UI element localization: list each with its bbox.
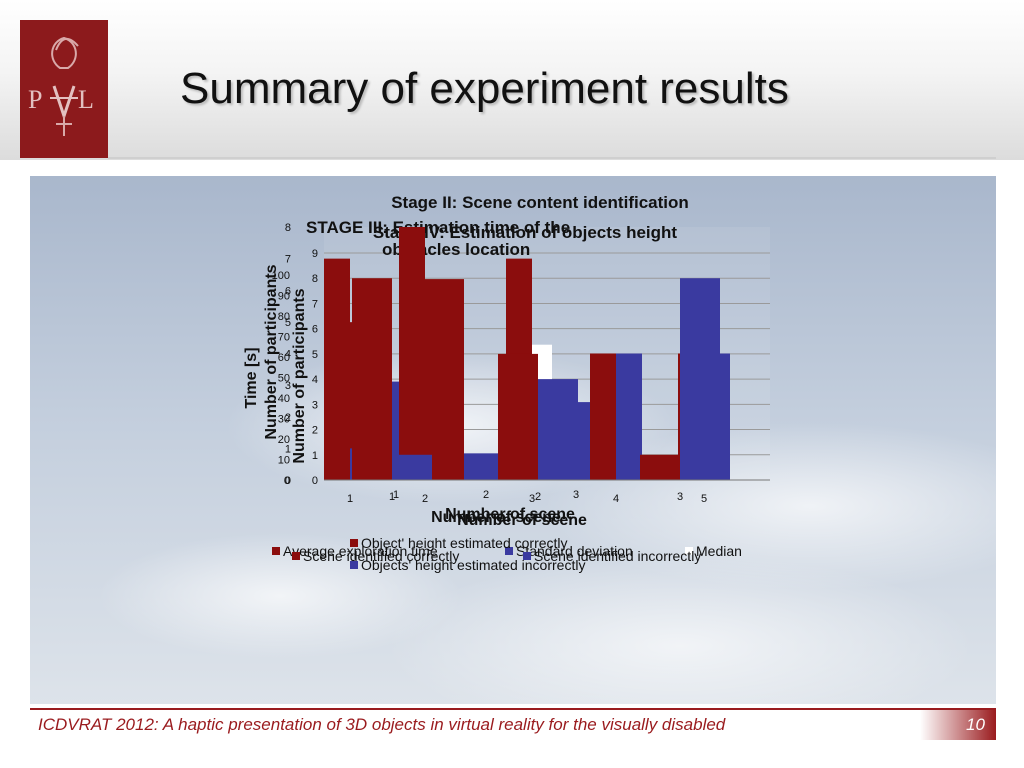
legend-label: Median — [696, 543, 742, 559]
y-tick-label: 7 — [312, 298, 318, 310]
y-tick-label: 10 — [278, 455, 290, 467]
legend-label: Scene identified incorrectly — [534, 548, 701, 564]
legends: Average exploration time Standard deviati… — [272, 535, 742, 573]
bar — [498, 353, 538, 480]
x-tick-label: 1 — [389, 491, 395, 503]
y-tick-labels: 0102030405060708090100012345678012345678… — [272, 222, 318, 487]
bar — [680, 278, 720, 480]
y-tick-label: 80 — [278, 311, 290, 323]
bar — [538, 379, 578, 480]
legend-swatch — [272, 547, 280, 555]
pl-university-logo-icon: P L — [20, 20, 108, 158]
legend-label: Scene identified correctly — [303, 548, 459, 564]
legend-label: Standard deviation — [516, 543, 633, 559]
y-tick-label: 2 — [312, 425, 318, 437]
footer-divider — [30, 708, 996, 710]
y-tick-label: 0 — [285, 475, 291, 487]
y-tick-label: 0 — [284, 475, 290, 487]
legend-label: Objects' height estimated incorrectly — [361, 557, 585, 573]
bar — [640, 454, 680, 480]
y-tick-label: 70 — [278, 332, 290, 344]
footer-accent — [920, 710, 996, 740]
x-axis-label-stage4: Number of scene — [445, 506, 575, 523]
y-tick-label: 3 — [285, 380, 291, 392]
y-tick-label: 100 — [272, 270, 290, 282]
slide-title: Summary of experiment results — [180, 64, 789, 113]
footer-text: ICDVRAT 2012: A haptic presentation of 3… — [38, 715, 726, 734]
y-tick-label: 2 — [285, 412, 291, 424]
y-axis-label-stage2: Number of participants — [263, 264, 280, 439]
svg-text:P: P — [28, 85, 42, 114]
x-tick-label: 1 — [347, 493, 353, 505]
y-tick-label: 4 — [312, 374, 318, 386]
y-axis-label-stage3: Time [s] — [243, 347, 260, 408]
x-tick-label: 3 — [677, 491, 683, 503]
y-tick-label: 9 — [312, 248, 318, 260]
x-tick-label: 1 — [393, 489, 399, 501]
y-tick-label: 50 — [278, 373, 290, 385]
legend-swatch — [685, 547, 693, 555]
y-tick-label: 8 — [285, 222, 291, 234]
page-number: 10 — [966, 715, 985, 734]
title-divider — [108, 157, 996, 159]
bars — [324, 227, 770, 481]
y-tick-label: 5 — [312, 349, 318, 361]
y-tick-label: 8 — [312, 273, 318, 285]
legend-swatch — [350, 539, 358, 547]
x-tick-label: 3 — [573, 489, 579, 501]
y-tick-label: 3 — [312, 399, 318, 411]
y-tick-label: 40 — [278, 393, 290, 405]
y-tick-label: 6 — [312, 324, 318, 336]
logo-emblem: P L — [28, 36, 94, 136]
legend-swatch — [523, 552, 531, 560]
chart-title-stage4: Stage IV: Estimation of objects height — [373, 223, 677, 242]
y-tick-label: 60 — [278, 352, 290, 364]
x-tick-label: 5 — [701, 493, 707, 505]
legend-swatch — [505, 547, 513, 555]
x-tick-label: 3 — [529, 493, 535, 505]
bar — [616, 353, 642, 480]
y-tick-label: 6 — [285, 285, 291, 297]
bar — [352, 278, 392, 480]
y-tick-label: 5 — [285, 317, 291, 329]
y-tick-label: 7 — [285, 254, 291, 266]
y-tick-label: 1 — [285, 443, 291, 455]
bar — [590, 353, 616, 480]
y-tick-label: 4 — [285, 349, 291, 361]
x-tick-label: 4 — [613, 493, 619, 505]
x-axis-label-stage2: Number of scene — [457, 512, 587, 529]
bar — [399, 227, 425, 480]
chart-title-stage2: Stage II: Scene content identification — [391, 193, 689, 212]
y-tick-label: 90 — [278, 291, 290, 303]
y-axis-label-stage4: Number of participants — [291, 288, 308, 463]
header-band — [0, 0, 1024, 160]
x-tick-label: 2 — [483, 489, 489, 501]
x-tick-label: 2 — [535, 491, 541, 503]
x-tick-label: 2 — [422, 493, 428, 505]
legend-label: Average exploration time — [283, 543, 438, 559]
legend-label: Object' height estimated correctly — [361, 535, 568, 551]
y-tick-label: 30 — [278, 414, 290, 426]
bar — [420, 279, 464, 480]
svg-text:L: L — [78, 85, 94, 114]
y-tick-label: 1 — [312, 450, 318, 462]
bar — [324, 258, 350, 480]
bar — [392, 454, 432, 480]
y-tick-label: 0 — [312, 475, 318, 487]
x-tick-labels: 1 2 31 2 3 4 51 2 3 — [347, 489, 707, 505]
x-axis-label-stage3: Number of scene — [431, 509, 561, 526]
legend-swatch — [292, 552, 300, 560]
y-tick-label: 20 — [278, 434, 290, 446]
legend-swatch — [350, 561, 358, 569]
